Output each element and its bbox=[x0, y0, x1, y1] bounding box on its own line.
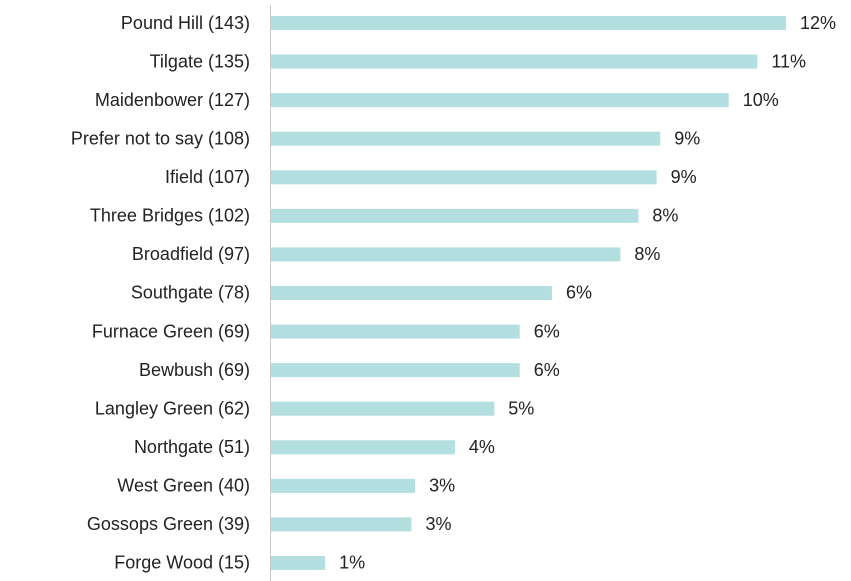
bar bbox=[271, 93, 729, 108]
value-label: 11% bbox=[771, 51, 806, 71]
category-label: Southgate (78) bbox=[131, 283, 250, 303]
category-label: Gossops Green (39) bbox=[87, 514, 250, 534]
category-label: Ifield (107) bbox=[165, 167, 250, 187]
bar bbox=[271, 285, 552, 300]
bar bbox=[271, 555, 326, 570]
value-label: 8% bbox=[634, 244, 660, 264]
category-label: Forge Wood (15) bbox=[114, 553, 250, 573]
bar bbox=[271, 517, 412, 532]
value-label: 10% bbox=[743, 90, 779, 110]
category-label: Broadfield (97) bbox=[132, 244, 250, 264]
bar bbox=[271, 324, 520, 339]
bar bbox=[271, 170, 657, 185]
bar bbox=[271, 478, 416, 493]
value-label: 3% bbox=[429, 476, 455, 496]
value-label: 1% bbox=[339, 553, 365, 573]
bar bbox=[271, 131, 661, 146]
value-label: 6% bbox=[566, 283, 592, 303]
bar bbox=[271, 54, 758, 69]
category-label: Three Bridges (102) bbox=[90, 206, 250, 226]
value-label: 4% bbox=[469, 437, 495, 457]
value-label: 5% bbox=[508, 398, 534, 418]
category-label: Langley Green (62) bbox=[95, 398, 250, 418]
bar bbox=[271, 401, 495, 416]
category-label: Bewbush (69) bbox=[139, 360, 250, 380]
category-label: Maidenbower (127) bbox=[95, 90, 250, 110]
value-label: 9% bbox=[671, 167, 697, 187]
category-label: Furnace Green (69) bbox=[92, 321, 250, 341]
value-label: 9% bbox=[674, 128, 700, 148]
category-label: Northgate (51) bbox=[134, 437, 250, 457]
category-label: Tilgate (135) bbox=[150, 51, 250, 71]
category-label: West Green (40) bbox=[117, 476, 250, 496]
bar bbox=[271, 208, 639, 223]
value-label: 6% bbox=[534, 360, 560, 380]
category-label: Prefer not to say (108) bbox=[71, 128, 250, 148]
bar bbox=[271, 247, 621, 262]
bar bbox=[271, 16, 786, 30]
value-label: 12% bbox=[800, 13, 836, 33]
bar bbox=[271, 440, 455, 455]
value-label: 3% bbox=[425, 514, 451, 534]
value-label: 8% bbox=[652, 206, 678, 226]
value-label: 6% bbox=[534, 321, 560, 341]
bar bbox=[271, 363, 520, 378]
category-label: Pound Hill (143) bbox=[121, 13, 250, 33]
